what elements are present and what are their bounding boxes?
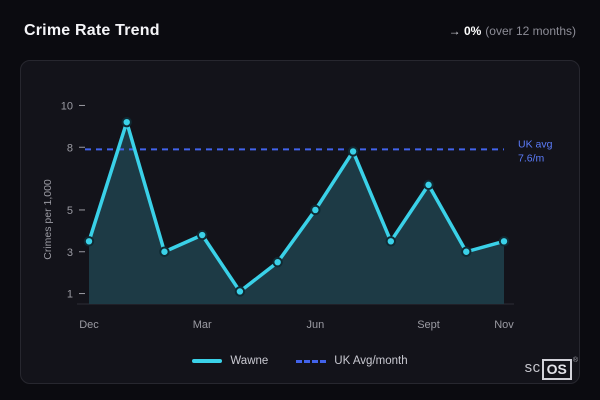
registered-mark-icon: ® xyxy=(572,357,578,364)
y-tick-label: 5 xyxy=(67,205,73,217)
uk-avg-label: UK avg xyxy=(518,138,553,150)
data-point[interactable] xyxy=(272,257,283,268)
trend-arrow-icon: → xyxy=(448,24,461,38)
data-point[interactable] xyxy=(121,116,132,128)
x-tick-label: Sept xyxy=(417,319,440,331)
y-tick-label: 8 xyxy=(67,142,73,154)
data-point[interactable] xyxy=(159,246,170,257)
data-point[interactable] xyxy=(310,204,321,216)
chart-card: 10 8 5 3 1 Dec Mar Jun Sept Nov UK avg 7.6/m Crimes … xyxy=(20,60,580,384)
trend-indicator: → 0% (over 12 months) xyxy=(449,24,576,38)
y-tick-label: 1 xyxy=(67,289,73,301)
data-point[interactable] xyxy=(385,236,397,247)
page-header: Crime Rate Trend → 0% (over 12 months) xyxy=(24,22,576,40)
legend-label: Wawne xyxy=(230,355,269,367)
x-tick-label: Nov xyxy=(494,319,514,331)
legend-item-wawne[interactable]: Wawne xyxy=(192,355,268,367)
legend-item-uk-avg[interactable]: UK Avg/month xyxy=(296,355,408,367)
trend-caption: (over 12 months) xyxy=(485,24,576,38)
legend-label: UK Avg/month xyxy=(334,355,408,367)
crime-trend-chart: 10 8 5 3 1 Dec Mar Jun Sept Nov UK avg 7.6/m Crimes … xyxy=(42,100,553,331)
data-point[interactable] xyxy=(347,146,359,157)
scos-logo: sc OS ® xyxy=(524,357,578,380)
logo-prefix: sc xyxy=(524,359,541,376)
x-tick-label: Dec xyxy=(79,319,99,331)
solid-line-swatch-icon xyxy=(192,359,223,363)
y-tick-label: 10 xyxy=(61,100,73,112)
series-area-fill xyxy=(89,122,504,304)
y-axis-title: Crimes per 1,000 xyxy=(42,179,54,260)
y-tick-label: 3 xyxy=(67,247,73,259)
data-point[interactable] xyxy=(423,179,434,191)
data-point[interactable] xyxy=(234,286,246,297)
chart-legend: Wawne UK Avg/month xyxy=(21,355,579,367)
x-tick-label: Jun xyxy=(306,319,324,331)
data-point[interactable] xyxy=(83,236,95,247)
x-tick-label: Mar xyxy=(193,319,212,331)
logo-box: OS xyxy=(541,359,572,380)
data-point[interactable] xyxy=(196,229,208,241)
data-point[interactable] xyxy=(461,246,472,257)
trend-value: 0% xyxy=(463,24,482,38)
dashed-line-swatch-icon xyxy=(296,359,327,363)
series-line xyxy=(87,120,506,294)
chart-area: 10 8 5 3 1 Dec Mar Jun Sept Nov UK avg 7.6/m Crimes … xyxy=(21,61,579,383)
page-title: Crime Rate Trend xyxy=(24,22,160,39)
uk-avg-value: 7.6/m xyxy=(518,152,545,164)
data-point[interactable] xyxy=(498,236,510,247)
